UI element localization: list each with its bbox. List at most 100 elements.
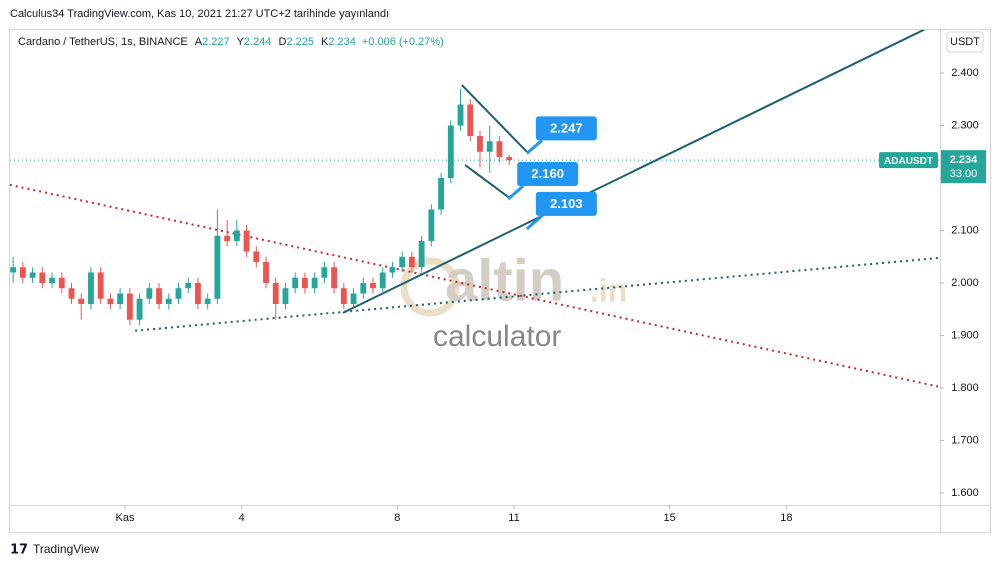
candle-body <box>496 141 503 158</box>
candle-body <box>379 272 386 289</box>
watermark: altin .in calculator <box>400 248 627 353</box>
candle-body <box>195 282 201 304</box>
candle-body <box>321 267 328 278</box>
header: Calculus34 TradingView.com, Kas 10, 2021… <box>10 8 389 20</box>
candle-body <box>233 230 240 241</box>
candle-body <box>272 282 279 304</box>
candle-body <box>185 282 192 289</box>
candle-body <box>253 251 260 262</box>
x-tick-label: 15 <box>664 512 676 524</box>
x-tick-label: 8 <box>394 512 400 524</box>
legend-key: A <box>195 36 203 48</box>
candle-body <box>418 240 425 268</box>
callout-pointer <box>507 184 525 201</box>
x-tick-label: Kas <box>116 512 135 524</box>
trend-line <box>464 164 509 198</box>
price-tag <box>941 150 986 184</box>
candle-body <box>243 230 250 252</box>
frame <box>9 29 991 533</box>
candle-body <box>370 282 376 289</box>
callout-box <box>535 191 597 216</box>
candle-body <box>408 256 415 268</box>
candle-body <box>263 261 269 283</box>
watermark-tld: .in <box>590 272 627 308</box>
x-tick-label: 4 <box>239 512 245 524</box>
candle-body <box>477 136 483 152</box>
candle-body <box>467 104 474 137</box>
candle-body <box>331 267 338 289</box>
candle-body <box>78 298 85 304</box>
candle-body <box>39 272 46 283</box>
legend-value: 2.244 <box>244 36 272 48</box>
x-tick-label: 18 <box>780 512 792 524</box>
candle-body <box>506 157 513 161</box>
candle-body <box>97 272 104 299</box>
y-tick-label: 2.100 <box>951 224 979 236</box>
candle-body <box>126 293 133 320</box>
y-tick-label: 1.800 <box>951 382 979 394</box>
currency-button[interactable] <box>946 31 984 53</box>
candle-body <box>88 272 94 304</box>
footer-text: TradingView <box>33 542 99 556</box>
candle-body <box>204 298 211 304</box>
candle-body <box>428 209 435 241</box>
candle-body <box>29 272 36 278</box>
footer: 𝟭𝟳 TradingView <box>10 541 99 556</box>
watermark-tagline: calculator <box>433 320 561 353</box>
legend-value: 2.227 <box>202 36 230 48</box>
symbol-tag-label: ADAUSDT <box>884 156 933 167</box>
candle-body <box>19 267 26 278</box>
candle-body <box>389 267 396 273</box>
footer-logo: 𝟭𝟳 <box>10 541 28 556</box>
candle-body <box>457 104 464 126</box>
callout-pointer <box>525 214 543 231</box>
candle-body <box>292 277 299 289</box>
legend-key: D <box>279 36 287 48</box>
legend: Cardano / TetherUS, 1s, BINANCE A2.227 Y2.… <box>18 36 444 48</box>
callout-label: 2.247 <box>550 120 583 135</box>
candle-body <box>117 293 124 304</box>
candle-body <box>438 178 444 210</box>
price-tag-label: 2.234 <box>950 154 978 166</box>
candle-body <box>175 288 182 299</box>
candle-body <box>350 293 357 304</box>
y-tick-label: 1.600 <box>951 487 979 499</box>
y-tick-label: 2.000 <box>951 277 979 289</box>
callout-label: 2.103 <box>550 196 583 211</box>
legend-change: +0.006 (+0.27%) <box>362 36 444 48</box>
candle-body <box>165 298 172 304</box>
callout-label: 2.160 <box>531 166 564 181</box>
candle-body <box>340 288 347 304</box>
y-tick-label: 1.900 <box>951 329 979 341</box>
currency-label[interactable]: USDT <box>950 36 980 48</box>
trend-line <box>461 84 528 153</box>
candle-body <box>447 125 454 179</box>
candle-body <box>311 277 318 289</box>
candle-body <box>214 235 221 299</box>
legend-symbol: Cardano / TetherUS, 1s, BINANCE <box>18 36 188 48</box>
candle-body <box>10 267 17 273</box>
symbol-tag <box>879 152 938 169</box>
candle-body <box>486 141 493 152</box>
candle-body <box>360 282 367 294</box>
candle-body <box>399 256 406 268</box>
candle-body <box>282 288 289 304</box>
y-tick-label: 2.300 <box>951 119 979 131</box>
watermark-logo <box>400 257 460 317</box>
trend-line <box>342 30 926 314</box>
candle-body <box>136 298 143 320</box>
legend-key: Y <box>237 36 245 48</box>
candle-body <box>146 288 153 299</box>
trend-line <box>10 183 940 388</box>
candle-body <box>68 288 75 299</box>
y-tick-label: 1.700 <box>951 434 979 446</box>
watermark-brand: altin <box>445 248 564 313</box>
legend-value: 2.234 <box>328 36 356 48</box>
countdown-label: 33:00 <box>950 168 978 180</box>
x-tick-label: 11 <box>508 512 519 524</box>
candle-body <box>58 277 65 289</box>
candle-body <box>49 277 55 283</box>
